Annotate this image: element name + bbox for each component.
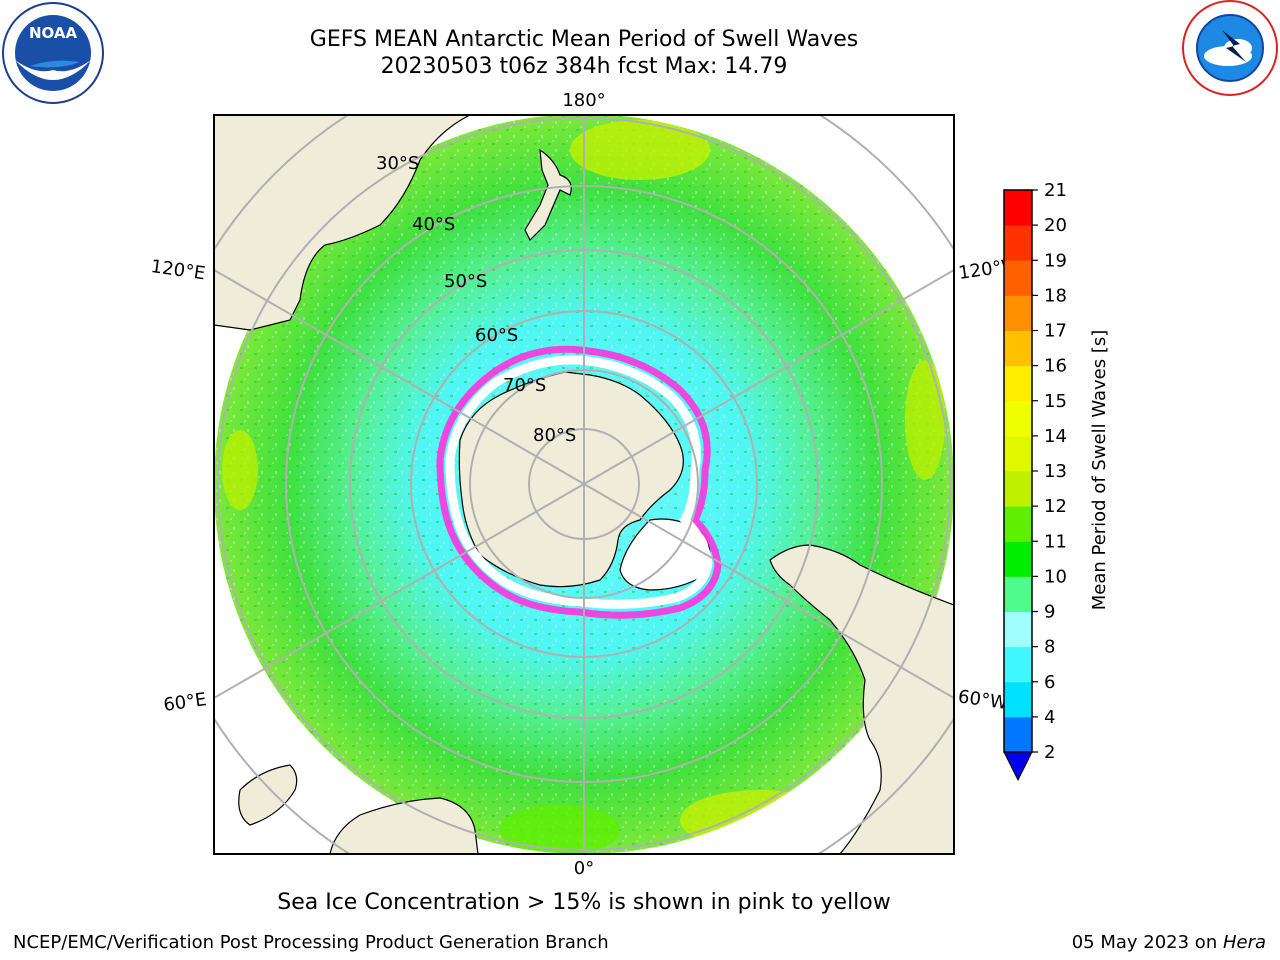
lon-label-0: 0° [574,858,594,879]
colorbar-segment [1004,225,1032,261]
colorbar-segment [1004,365,1032,402]
colorbar-tick-label: 18 [1044,285,1067,306]
colorbar-tick-label: 6 [1044,672,1055,693]
colorbar-label: Mean Period of Swell Waves [s] [1089,330,1110,611]
colorbar-tick-label: 14 [1044,426,1067,447]
land-masses [214,115,954,854]
new-zealand-land [524,148,572,242]
colorbar-segment [1004,506,1032,542]
colorbar-segment [1004,646,1032,683]
plot-subtitle: 20230503 t06z 384h fcst Max: 14.79 [380,54,788,79]
south-america-land [769,544,954,854]
colorbar-segment [1004,295,1032,331]
lat-label-40s: 40°S [412,214,455,235]
colorbar-segment [1004,260,1032,296]
lon-label-60e: 60°E [162,689,208,716]
colorbar-segment [1004,716,1032,753]
colorbar-tick-label: 4 [1044,707,1055,728]
lon-label-60w: 60°W [957,686,1009,714]
lon-label-180: 180° [562,90,605,111]
sea-ice-edge [436,345,722,619]
colorbar-tick-label: 12 [1044,496,1067,517]
colorbar-extend-arrow [1003,751,1033,782]
colorbar-segment [1004,541,1032,577]
colorbar-tick-label: 19 [1044,250,1067,271]
footer-credit: NCEP/EMC/Verification Post Processing Pr… [13,932,609,953]
colorbar-segment [1004,400,1032,437]
longitude-grid [214,115,954,854]
colorbar-tick-label: 20 [1044,215,1067,236]
lat-label-30s: 30°S [376,153,419,174]
map-area [214,115,954,854]
australia-land [214,115,471,331]
footer-date: 05 May 2023 on Hera [1072,932,1266,953]
footer-machine: Hera [1222,932,1266,953]
noaa-logo: NOAA [2,2,104,104]
colorbar-tick-label: 2 [1044,742,1055,763]
colorbar-tick-label: 15 [1044,391,1067,412]
nws-logo [1182,0,1278,96]
footer-date-text: 05 May 2023 on [1071,932,1223,953]
plot-title: GEFS MEAN Antarctic Mean Period of Swell… [309,27,859,52]
madagascar-land [238,764,298,826]
sea-ice-inner [445,355,713,609]
colorbar-tick-label: 13 [1044,461,1067,482]
noaa-logo-text: NOAA [29,24,78,42]
colorbar: 2 4 6 8 9 10 11 12 13 14 15 16 17 18 19 20 21 [1003,180,1067,782]
colorbar-tick-label: 8 [1044,637,1055,658]
lat-label-50s: 50°S [444,271,487,292]
africa-land [329,797,479,854]
lat-label-80s: 80°S [533,425,576,446]
colorbar-segment [1004,576,1032,612]
colorbar-tick-label: 11 [1044,531,1067,552]
colorbar-segment [1004,471,1032,507]
colorbar-tick-label: 16 [1044,356,1067,377]
lat-label-70s: 70°S [503,375,546,396]
colorbar-tick-label: 10 [1044,566,1067,587]
colorbar-tick-label: 21 [1044,180,1067,201]
colorbar-segment [1004,190,1032,226]
colorbar-tick-label: 17 [1044,321,1067,342]
colorbar-segment [1004,330,1032,367]
map-frame [213,114,955,855]
sea-ice-caption: Sea Ice Concentration > 15% is shown in … [277,890,891,915]
colorbar-segment [1004,681,1032,718]
lat-label-60s: 60°S [475,325,518,346]
colorbar-segment [1004,611,1032,648]
colorbar-tick-label: 9 [1044,602,1055,623]
colorbar-segment [1004,435,1032,472]
lon-label-120e: 120°E [149,256,206,284]
